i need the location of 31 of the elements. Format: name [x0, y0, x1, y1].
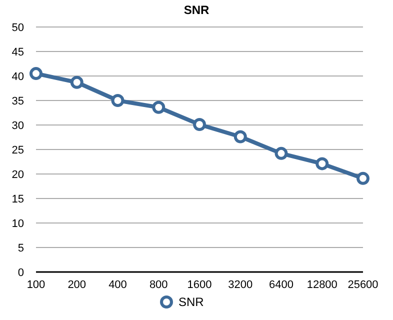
y-tick-label: 0	[18, 266, 24, 279]
point	[356, 172, 370, 185]
point	[70, 76, 84, 89]
y-tick-label: 20	[12, 168, 24, 181]
x-tick-label: 1600	[187, 279, 212, 291]
x-tick-label: 100	[26, 279, 46, 291]
point	[193, 118, 206, 132]
point	[30, 67, 42, 80]
point	[152, 100, 166, 114]
x-tick-label: 800	[149, 279, 168, 291]
y-tick-label: 45	[12, 46, 24, 58]
y-tick-label: 50	[12, 22, 24, 34]
legend-label: SNR	[178, 295, 204, 310]
x-tick-label: 25600	[348, 279, 378, 291]
y-tick-label: 25	[12, 144, 24, 156]
point	[274, 146, 288, 160]
x-tick-label: 12800	[306, 279, 338, 291]
point	[111, 94, 124, 107]
y-tick-label: 10	[12, 218, 24, 230]
point	[234, 130, 247, 144]
chart-title: SNR	[184, 3, 210, 17]
y-tick-label: 35	[12, 95, 24, 108]
x-tick-label: 6400	[269, 279, 294, 291]
x-tick-label: 200	[68, 279, 86, 291]
y-tick-label: 5	[18, 242, 24, 254]
point	[316, 157, 329, 170]
y-tick-label: 15	[12, 193, 24, 206]
x-tick-label: 400	[108, 279, 127, 291]
x-tick-label: 3200	[228, 279, 253, 291]
y-tick-label: 30	[12, 120, 24, 132]
y-tick-label: 40	[12, 70, 24, 83]
